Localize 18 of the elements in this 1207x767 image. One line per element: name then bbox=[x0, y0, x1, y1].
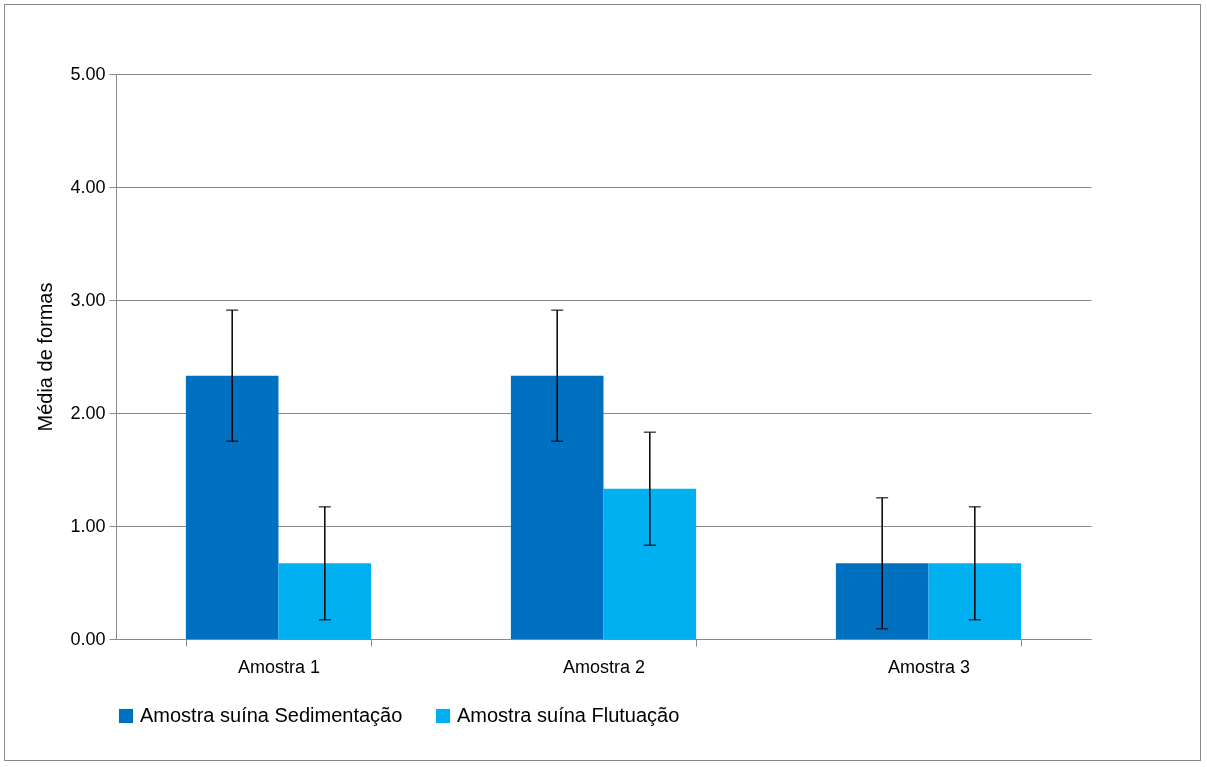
y-tick-label: 3.00 bbox=[70, 289, 106, 310]
y-tick-label: 0.00 bbox=[70, 628, 106, 649]
x-tick-label: Amostra 1 bbox=[237, 656, 321, 677]
y-tick-label: 2.00 bbox=[70, 402, 106, 423]
bar bbox=[835, 563, 929, 639]
bar bbox=[510, 375, 604, 639]
x-tick-label: Amostra 3 bbox=[887, 656, 971, 677]
bar bbox=[603, 488, 697, 639]
legend-label: Amostra suína Sedimentação bbox=[140, 704, 403, 726]
bar bbox=[185, 375, 279, 639]
bar bbox=[928, 563, 1022, 639]
y-tick-label: 4.00 bbox=[70, 176, 106, 197]
x-tick-label: Amostra 2 bbox=[562, 656, 646, 677]
y-tick-label: 5.00 bbox=[70, 63, 106, 84]
bar bbox=[278, 563, 372, 639]
y-tick-label: 1.00 bbox=[70, 515, 106, 536]
legend-label: Amostra suína Flutuação bbox=[457, 704, 680, 726]
y-axis-title: Média de formas bbox=[34, 282, 57, 432]
